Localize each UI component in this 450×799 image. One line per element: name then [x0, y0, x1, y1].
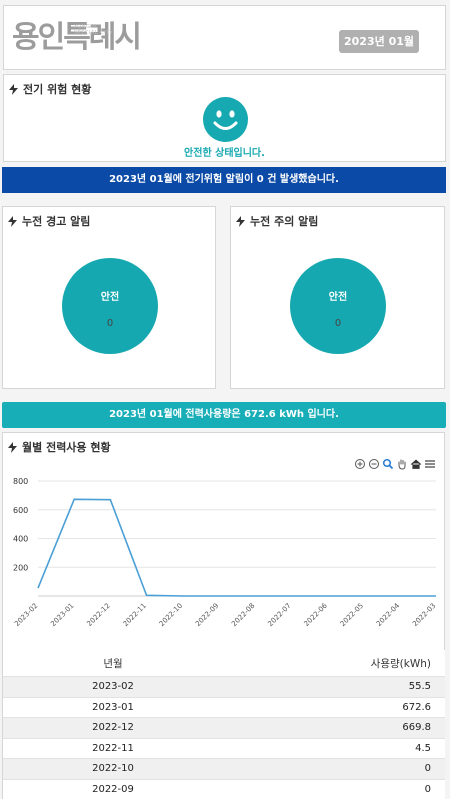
- logo-subtitle: YONGIN SPECIAL CITY: [74, 24, 113, 36]
- leak-caution-title-text: 누전 주의 알림: [250, 215, 319, 228]
- leak-warning-status-circle: 안전 0: [62, 258, 158, 354]
- column-header-usage: 사용량(kWh): [370, 657, 431, 670]
- leak-warning-card: 누전 경고 알림 안전 0: [2, 206, 216, 389]
- leak-warning-count: 0: [106, 318, 114, 329]
- table-body: 2023-02 55.5 2023-01 672.6 2022-12 669.8 2022-…: [3, 676, 445, 799]
- zoom-out-icon[interactable]: [368, 458, 380, 470]
- cell-month: 2022-09: [92, 783, 134, 795]
- logo-text-tail: 특례시: [63, 20, 142, 55]
- cell-month: 2023-01: [92, 701, 134, 713]
- status-card-title: 전기 위험 현황: [9, 81, 91, 97]
- table-row: 2022-09 0: [3, 778, 445, 799]
- power-usage-banner: 2023년 01월에 전력사용량은 672.6 kWh 입니다.: [2, 402, 446, 428]
- lightning-icon: [8, 441, 17, 453]
- column-header-month: 년월: [103, 657, 123, 670]
- y-tick-label: 400: [13, 535, 28, 544]
- chart-toolbar: [354, 458, 436, 470]
- x-tick-label: 2022-05: [339, 602, 365, 628]
- leak-caution-count: 0: [334, 318, 342, 329]
- table-header: 년월 사용량(kWh): [3, 650, 445, 676]
- cell-usage: 0: [424, 763, 431, 775]
- chart-title-text: 월별 전력사용 현황: [22, 441, 111, 454]
- x-tick-label: 2023-02: [13, 602, 39, 628]
- logo-text-main: 용인: [12, 20, 65, 55]
- table-row: 2022-11 4.5: [3, 737, 445, 758]
- chart-card-title: 월별 전력사용 현황: [8, 439, 111, 455]
- cell-month: 2022-11: [92, 742, 134, 754]
- x-tick-label: 2022-09: [194, 602, 220, 628]
- cell-usage: 669.8: [402, 722, 431, 734]
- x-tick-label: 2022-08: [230, 602, 256, 628]
- cell-usage: 4.5: [415, 742, 431, 754]
- y-tick-label: 200: [13, 563, 28, 572]
- cell-usage: 672.6: [402, 701, 431, 713]
- pan-hand-icon[interactable]: [396, 458, 408, 470]
- cell-usage: 0: [424, 783, 431, 795]
- table-row: 2022-12 669.8: [3, 717, 445, 738]
- usage-line-chart: 800 600 400 200 2023-02 2023-01 2022-12 2022-11…: [13, 477, 437, 628]
- y-tick-label: 600: [13, 506, 28, 515]
- x-tick-label: 2022-11: [122, 602, 148, 628]
- lightning-icon: [8, 215, 17, 227]
- leak-warning-title-text: 누전 경고 알림: [22, 215, 91, 228]
- leak-caution-status-label: 안전: [328, 292, 348, 303]
- month-selector-button[interactable]: 2023년 01월: [339, 30, 419, 53]
- cell-usage: 55.5: [408, 681, 431, 693]
- y-tick-label: 800: [13, 477, 28, 486]
- city-logo[interactable]: 용인 특례시 YONGIN SPECIAL CITY: [12, 18, 142, 58]
- menu-icon[interactable]: [424, 458, 436, 470]
- x-tick-label: 2022-07: [266, 602, 292, 628]
- status-title-text: 전기 위험 현황: [23, 83, 92, 96]
- home-icon[interactable]: [410, 458, 422, 470]
- table-row: 2022-10 0: [3, 758, 445, 779]
- x-tick-label: 2022-06: [303, 601, 330, 628]
- x-tick-label: 2022-12: [85, 602, 111, 628]
- x-tick-label: 2022-03: [411, 602, 437, 628]
- x-tick-label: 2022-10: [158, 602, 184, 628]
- lightning-icon: [9, 83, 18, 95]
- header: 용인 특례시 YONGIN SPECIAL CITY 2023년 01월: [3, 5, 446, 70]
- electric-risk-status-card: 전기 위험 현황 안전한 상태입니다.: [3, 74, 446, 162]
- x-tick-label: 2023-01: [49, 602, 75, 628]
- logo-sub-line-1: YONGIN: [74, 24, 97, 30]
- leak-caution-status-circle: 안전 0: [290, 258, 386, 354]
- logo-sub-line-2: SPECIAL CITY: [74, 30, 114, 36]
- magnifier-icon[interactable]: [382, 458, 394, 470]
- usage-series-line: [37, 498, 436, 597]
- zoom-in-icon[interactable]: [354, 458, 366, 470]
- alert-summary-banner: 2023년 01월에 전기위험 알림이 0 건 발생했습니다.: [2, 167, 446, 193]
- leak-caution-card: 누전 주의 알림 안전 0: [230, 206, 445, 389]
- status-message: 안전한 상태입니다.: [184, 148, 265, 159]
- leak-warning-status-label: 안전: [100, 292, 120, 303]
- cell-month: 2022-12: [92, 722, 134, 734]
- leak-caution-title: 누전 주의 알림: [236, 213, 318, 229]
- cell-month: 2022-10: [92, 763, 134, 775]
- smiley-icon: [203, 97, 248, 142]
- x-tick-label: 2022-04: [375, 601, 402, 628]
- table-row: 2023-02 55.5: [3, 676, 445, 697]
- usage-table: 년월 사용량(kWh) 2023-02 55.5 2023-01 672.6 2022-…: [3, 650, 445, 799]
- table-row: 2023-01 672.6: [3, 696, 445, 717]
- lightning-icon: [236, 215, 245, 227]
- cell-month: 2023-02: [92, 681, 134, 693]
- leak-warning-title: 누전 경고 알림: [8, 213, 90, 229]
